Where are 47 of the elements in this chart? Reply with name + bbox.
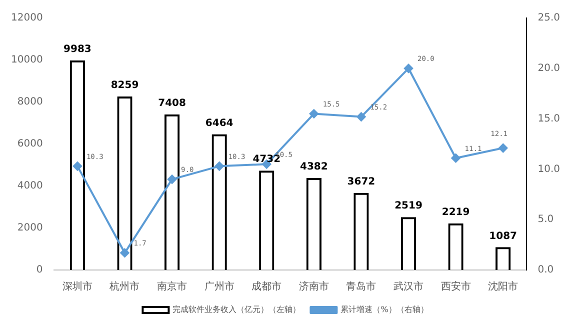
data-label: 6464 xyxy=(205,118,234,129)
y2-tick-label: 5.0 xyxy=(538,214,554,226)
y-tick-label: 0 xyxy=(36,264,43,276)
x-tick-label: 武汉市 xyxy=(394,280,424,293)
legend-label: 完成软件业务收入（亿元）（左轴） xyxy=(172,305,301,314)
y-tick-label: 12000 xyxy=(11,12,43,24)
bar xyxy=(164,114,180,270)
bar xyxy=(70,60,86,270)
bar xyxy=(117,96,132,270)
point xyxy=(309,109,318,118)
data-label: 2219 xyxy=(442,206,470,218)
y2-tick-label: 0.0 xyxy=(538,264,554,276)
data-label: 7408 xyxy=(158,98,186,110)
x-tick-label: 西安市 xyxy=(440,280,471,293)
point xyxy=(214,162,224,171)
point xyxy=(120,248,130,258)
x-tick-label: 广州市 xyxy=(204,280,234,293)
y-tick-label: 2000 xyxy=(17,222,43,234)
data-label: 8259 xyxy=(110,80,139,92)
y-tick-label: 6000 xyxy=(17,138,43,150)
y-tick-label: 10000 xyxy=(11,54,43,66)
point xyxy=(498,144,508,153)
point xyxy=(72,162,82,171)
point xyxy=(404,64,414,73)
data-label: 1087 xyxy=(489,230,518,242)
x-tick-label: 沈阳市 xyxy=(488,280,518,293)
y-tick-label: 4000 xyxy=(17,180,43,192)
y2-tick-label: 25.0 xyxy=(538,12,560,24)
point xyxy=(168,174,177,184)
x-tick-label: 青岛市 xyxy=(346,280,376,293)
x-tick-label: 成都市 xyxy=(252,280,282,293)
point xyxy=(356,112,366,122)
y2-tick-label: 15.0 xyxy=(538,113,560,124)
y2-tick-label: 10.0 xyxy=(538,164,560,175)
data-label: 9983 xyxy=(64,44,92,55)
x-tick-label: 深圳市 xyxy=(62,280,92,293)
y2-tick-label: 20.0 xyxy=(538,62,560,74)
x-tick-label: 济南市 xyxy=(298,280,329,293)
data-label: 4382 xyxy=(300,162,328,173)
y-tick-label: 8000 xyxy=(17,96,43,108)
legend-label: 累计增速（%）（右轴） xyxy=(340,305,428,314)
x-tick-label: 南京市 xyxy=(157,280,188,293)
data-label: 3672 xyxy=(347,176,376,188)
bar xyxy=(212,134,227,270)
data-label: 2519 xyxy=(394,200,422,212)
point xyxy=(451,154,460,163)
x-tick-label: 杭州市 xyxy=(108,280,140,293)
